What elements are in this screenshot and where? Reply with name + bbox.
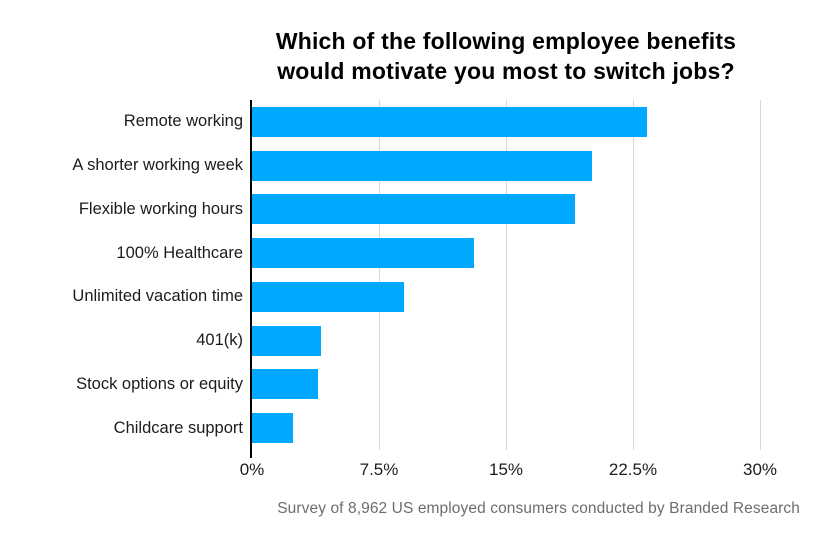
gridline-30%	[760, 100, 761, 450]
bar	[252, 281, 405, 312]
x-tick-label: 22.5%	[608, 460, 658, 479]
bar	[252, 150, 593, 181]
source-note: Survey of 8,962 US employed consumers co…	[277, 500, 800, 517]
plot-area: Remote working A shorter working week Flex…	[72, 100, 761, 458]
x-tick-label: 0%	[239, 460, 265, 479]
bar-row: 100% Healthcare	[116, 231, 760, 275]
bar	[252, 369, 319, 400]
x-axis-tick-labels: 0% 7.5% 15% 22.5% 30%	[240, 460, 777, 484]
category-label: Unlimited vacation time	[72, 287, 243, 306]
chart-title-line2: would motivate you most to switch jobs?	[277, 58, 735, 84]
gridline-22.5%	[633, 100, 634, 450]
category-label: 100% Healthcare	[116, 243, 243, 262]
bar-row: A shorter working week	[72, 144, 760, 188]
category-label: Remote working	[123, 112, 243, 131]
x-tick-label: 15%	[488, 460, 524, 479]
category-label: Stock options or equity	[76, 374, 243, 393]
bar-row: 401(k)	[196, 319, 760, 363]
bar-row: Unlimited vacation time	[72, 275, 760, 319]
bar-row: Stock options or equity	[76, 363, 760, 407]
bar-row: Childcare support	[114, 406, 760, 450]
category-label: 401(k)	[196, 331, 243, 350]
x-tick-label: 7.5%	[359, 460, 399, 479]
bar-row: Remote working	[124, 100, 760, 144]
bar	[252, 238, 474, 269]
bar-rows: Remote working A shorter working week Flex…	[72, 100, 760, 450]
bar	[252, 106, 647, 137]
category-label: Flexible working hours	[78, 199, 243, 218]
x-tick-label: 30%	[742, 460, 778, 479]
gridline-7.5%	[379, 100, 380, 450]
bar	[252, 413, 293, 444]
bar	[252, 194, 576, 225]
chart-title-line1: Which of the following employee benefits	[275, 28, 737, 54]
y-axis-line	[250, 100, 252, 458]
gridline-15%	[506, 100, 507, 450]
chart-title: Which of the following employee benefits…	[192, 26, 819, 86]
category-label: A shorter working week	[72, 156, 243, 175]
bar-row: Flexible working hours	[79, 188, 760, 232]
bar	[252, 325, 322, 356]
category-label: Childcare support	[113, 418, 243, 437]
